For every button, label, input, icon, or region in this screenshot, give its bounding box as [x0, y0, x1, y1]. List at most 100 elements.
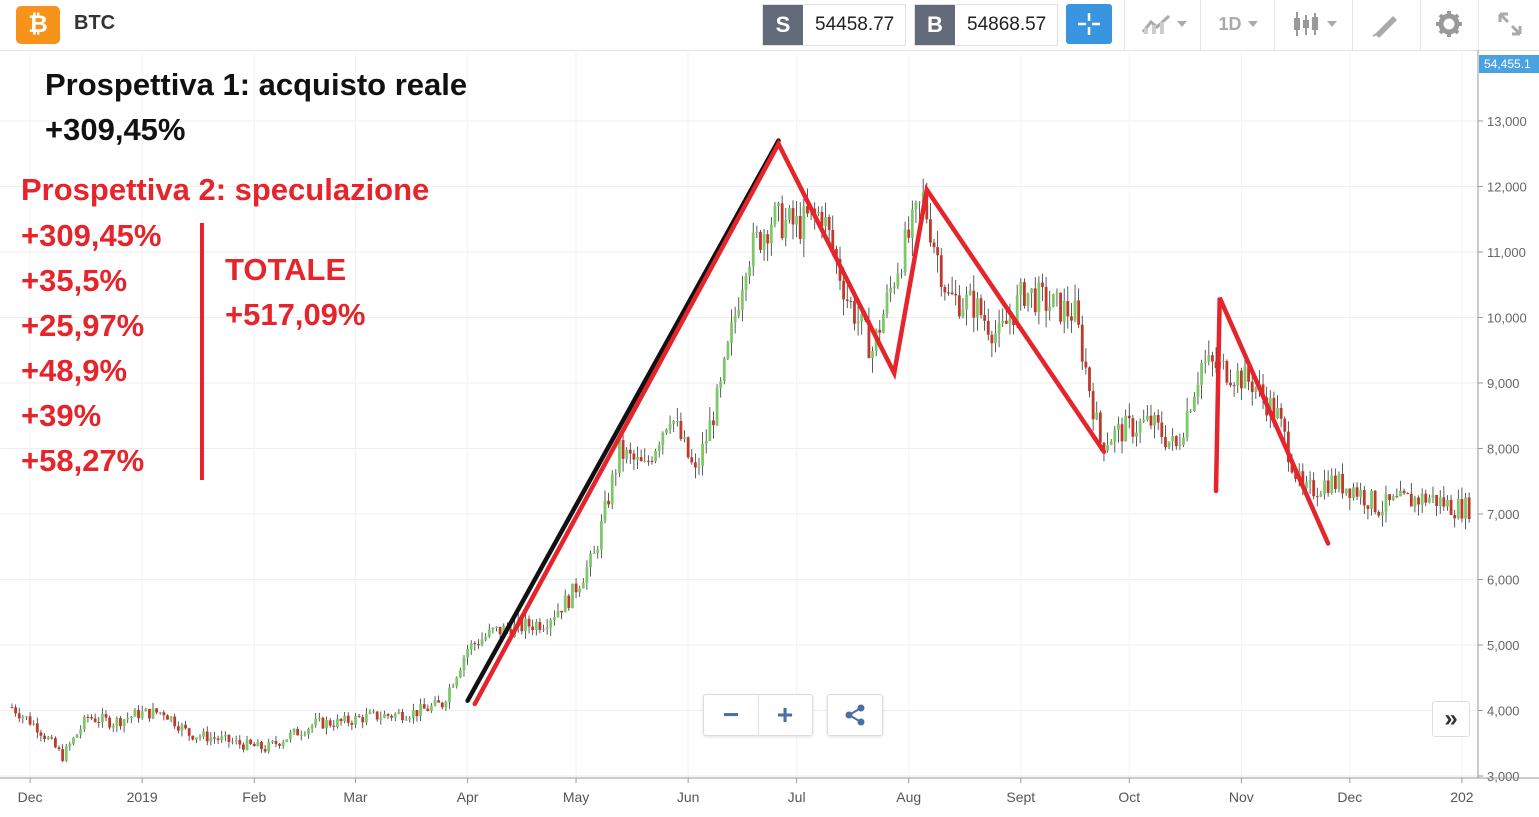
candle: [169, 716, 173, 723]
candle-body: [527, 618, 531, 627]
chart-type-button[interactable]: [1134, 4, 1194, 44]
perspective-2-value-5: +39%: [21, 398, 102, 433]
candle: [871, 346, 874, 373]
candle: [1145, 405, 1149, 422]
zoom-in-button[interactable]: +: [776, 699, 794, 730]
candle-body: [1084, 361, 1088, 368]
candle-body: [549, 620, 553, 628]
current-price-label: 54,455.1: [1479, 55, 1539, 73]
candle: [1225, 359, 1229, 386]
candle: [415, 710, 419, 722]
candle: [162, 710, 166, 721]
candle: [929, 203, 932, 247]
toolbar: ₿ BTC S 54458.77 B 54868.57 1D: [0, 0, 1539, 51]
candle: [147, 708, 151, 722]
candle: [979, 294, 983, 319]
candle: [14, 704, 18, 717]
share-button[interactable]: [827, 694, 883, 736]
trend-line-black: [465, 138, 781, 703]
candle: [780, 195, 784, 241]
candle: [574, 578, 578, 599]
candle: [621, 429, 625, 472]
fullscreen-button[interactable]: [1488, 4, 1532, 44]
candle: [1070, 302, 1073, 333]
candle: [672, 419, 676, 433]
candle-body: [976, 298, 979, 318]
candle: [957, 285, 961, 319]
perspective-2-value-3: +25,97%: [21, 308, 145, 343]
candle: [1467, 492, 1471, 523]
candle: [498, 626, 502, 639]
candle-body: [524, 618, 527, 632]
candle-body: [1359, 490, 1363, 497]
candle-body: [730, 322, 733, 343]
candle-body: [867, 320, 871, 358]
candle-style-button[interactable]: [1284, 4, 1344, 44]
candle: [82, 714, 86, 733]
candle-body: [213, 737, 216, 739]
candle-body: [502, 626, 506, 635]
candle: [914, 200, 918, 223]
x-tick-label: 2019: [127, 789, 158, 805]
crosshair-button[interactable]: [1066, 4, 1112, 44]
candle-body: [82, 716, 86, 730]
scroll-forward-button[interactable]: »: [1432, 701, 1470, 737]
candle: [661, 431, 665, 455]
x-tick-label: Mar: [343, 789, 367, 805]
candle: [140, 705, 144, 720]
candle: [614, 469, 618, 487]
candle-body: [896, 273, 900, 287]
candle-body: [657, 445, 661, 452]
candle-body: [227, 734, 231, 743]
candle: [1182, 432, 1185, 447]
sell-price-button[interactable]: S 54458.77: [762, 4, 906, 46]
candle: [737, 297, 741, 319]
drawing-tools-button[interactable]: [1360, 4, 1412, 44]
candle-body: [1185, 411, 1189, 438]
candle-body: [144, 708, 148, 712]
candle-body: [372, 711, 375, 713]
candle: [1395, 488, 1399, 498]
candle: [878, 319, 882, 342]
candle: [994, 320, 997, 353]
candle: [1460, 487, 1464, 523]
candle-body: [205, 731, 209, 742]
price-chart[interactable]: 3,000 4,000 5,000 6,000 7,000 8,000 9,000 10,00…: [0, 50, 1539, 817]
candle: [751, 222, 755, 276]
candle-body: [545, 627, 549, 630]
candle-body: [368, 712, 372, 714]
candle-body: [943, 287, 947, 293]
candle: [35, 717, 39, 739]
candle: [726, 340, 730, 361]
candle: [1174, 435, 1178, 450]
candle: [451, 683, 455, 689]
candle-body: [585, 567, 589, 583]
candle-body: [1438, 497, 1442, 507]
candle-body: [1138, 421, 1142, 433]
candle: [1341, 463, 1345, 499]
candle-body: [1301, 471, 1305, 489]
buy-price-button[interactable]: B 54868.57: [914, 4, 1058, 46]
candle-body: [129, 716, 133, 718]
candle-body: [574, 583, 578, 593]
candle: [1095, 401, 1099, 421]
candle-body: [1384, 494, 1388, 512]
candle-body: [278, 743, 281, 746]
settings-button[interactable]: [1428, 4, 1470, 44]
candle: [166, 714, 169, 720]
candle-body: [155, 708, 159, 713]
candle: [379, 711, 383, 725]
candle-body: [166, 715, 169, 720]
candle: [766, 229, 770, 262]
timeframe-select[interactable]: 1D: [1208, 4, 1268, 44]
candle-body: [263, 749, 267, 752]
candle: [668, 415, 672, 434]
zoom-out-button[interactable]: −: [704, 695, 759, 735]
symbol-label: BTC: [74, 12, 116, 34]
candle: [303, 731, 307, 737]
candle-body: [1178, 444, 1182, 447]
candle: [68, 741, 72, 751]
candle: [437, 695, 441, 703]
candle: [1073, 284, 1077, 323]
candle-body: [1044, 286, 1048, 311]
